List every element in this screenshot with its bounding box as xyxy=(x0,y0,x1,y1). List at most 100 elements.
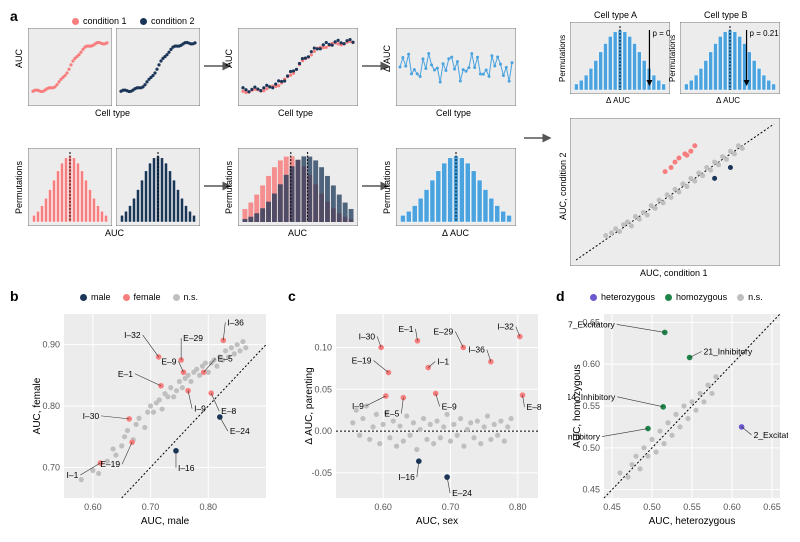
svg-text:AUC, sex: AUC, sex xyxy=(416,516,458,527)
svg-text:0.60: 0.60 xyxy=(374,502,392,512)
legend-cond2-label: condition 2 xyxy=(151,16,195,26)
svg-text:AUC, heterozygous: AUC, heterozygous xyxy=(649,516,736,527)
arrow-icon xyxy=(522,130,556,146)
svg-text:0.00: 0.00 xyxy=(314,426,332,436)
panel-a-r1-cond2 xyxy=(116,28,200,106)
svg-text:2_Excitatory: 2_Excitatory xyxy=(754,430,788,440)
panel-a-r2-cond2 xyxy=(116,148,200,226)
svg-text:I–9: I–9 xyxy=(352,401,364,411)
svg-text:0.60: 0.60 xyxy=(723,502,741,512)
panel-a-r2-merged xyxy=(238,148,358,226)
panel-a-celltypeB: p = 0.21 xyxy=(680,22,780,94)
legend-cond1: condition 1 xyxy=(72,16,127,26)
svg-text:0.90: 0.90 xyxy=(42,340,60,350)
axis-label: Permutations xyxy=(14,161,24,214)
svg-text:0.60: 0.60 xyxy=(84,502,102,512)
svg-text:-0.05: -0.05 xyxy=(311,468,332,478)
svg-text:I–1: I–1 xyxy=(67,470,79,480)
svg-text:I–36: I–36 xyxy=(227,317,244,327)
axis-label: Cell type A xyxy=(594,10,637,20)
axis-label: AUC, condition 2 xyxy=(558,152,568,220)
panel-a-r2-cond1 xyxy=(28,148,112,226)
legend-male-label: male xyxy=(91,292,111,302)
axis-label: AUC, condition 1 xyxy=(640,268,708,278)
panel-a-scatter xyxy=(570,118,780,266)
svg-text:E–9: E–9 xyxy=(161,356,176,366)
panel-b: 0.600.700.800.700.800.90I–1E–19I–30E–1I–… xyxy=(28,308,274,528)
panel-d-label: d xyxy=(556,288,565,304)
legend-b: male female n.s. xyxy=(80,292,198,302)
panel-a-r1-cond1 xyxy=(28,28,112,106)
svg-text:0.10: 0.10 xyxy=(314,342,332,352)
svg-text:0.70: 0.70 xyxy=(142,502,160,512)
legend-d: heterozygous homozygous n.s. xyxy=(590,292,763,302)
svg-text:0.50: 0.50 xyxy=(582,443,600,453)
svg-text:E–8: E–8 xyxy=(527,402,542,412)
legend-dot-cond1 xyxy=(72,18,79,25)
svg-text:E–29: E–29 xyxy=(183,333,203,343)
legend-ns-label: n.s. xyxy=(184,292,199,302)
axis-label: Δ AUC xyxy=(606,96,630,105)
axis-label: AUC xyxy=(14,49,24,68)
legend-dot-ns xyxy=(173,294,180,301)
svg-text:E–19: E–19 xyxy=(100,459,120,469)
panel-c-label: c xyxy=(288,288,296,304)
svg-text:E–19: E–19 xyxy=(352,356,372,366)
svg-text:0.60: 0.60 xyxy=(582,359,600,369)
svg-text:I–1: I–1 xyxy=(437,357,449,367)
svg-text:I–16: I–16 xyxy=(398,472,415,482)
svg-text:0.80: 0.80 xyxy=(200,502,218,512)
legend-female-label: female xyxy=(134,292,161,302)
legend-dot-homo xyxy=(665,294,672,301)
panel-a-r1-merged xyxy=(238,28,358,106)
panel-a-r1-delta xyxy=(396,28,516,106)
svg-text:I–32: I–32 xyxy=(497,322,514,332)
legend-homo-label: homozygous xyxy=(676,292,727,302)
axis-label: Permutations xyxy=(668,35,677,82)
legend-dot-female xyxy=(123,294,130,301)
svg-text:E–29: E–29 xyxy=(433,326,453,336)
axis-label: Cell type B xyxy=(704,10,748,20)
axis-label: AUC xyxy=(105,228,124,238)
svg-text:0.55: 0.55 xyxy=(582,401,600,411)
legend-dot-ns2 xyxy=(737,294,744,301)
svg-text:I–9: I–9 xyxy=(194,404,206,414)
svg-text:I–16: I–16 xyxy=(178,463,195,473)
svg-text:0.45: 0.45 xyxy=(582,485,600,495)
legend-cond1-label: condition 1 xyxy=(83,16,127,26)
axis-label: Δ AUC xyxy=(382,45,392,72)
panel-a-r2-delta xyxy=(396,148,516,226)
svg-text:17_Excitatory: 17_Excitatory xyxy=(568,319,616,329)
svg-text:I–36: I–36 xyxy=(468,345,485,355)
svg-text:AUC, homozygous: AUC, homozygous xyxy=(572,364,583,447)
svg-text:0.45: 0.45 xyxy=(603,502,621,512)
svg-text:21_Inhibitory: 21_Inhibitory xyxy=(704,346,753,356)
svg-text:E–24: E–24 xyxy=(230,426,250,436)
legend-ns-label2: n.s. xyxy=(748,292,763,302)
axis-label: AUC xyxy=(224,49,234,68)
panel-d: 0.450.500.550.600.650.450.500.550.600.65… xyxy=(568,308,788,528)
panel-b-label: b xyxy=(10,288,19,304)
svg-text:0.05: 0.05 xyxy=(314,384,332,394)
svg-text:E–5: E–5 xyxy=(384,409,399,419)
axis-label: Permutations xyxy=(382,161,392,214)
legend-dot-cond2 xyxy=(140,18,147,25)
axis-label: Δ AUC xyxy=(716,96,740,105)
axis-label: Permutations xyxy=(558,35,567,82)
svg-text:AUC, male: AUC, male xyxy=(141,516,190,527)
svg-text:p = 0.21: p = 0.21 xyxy=(750,29,780,38)
svg-text:Δ AUC, parenting: Δ AUC, parenting xyxy=(304,367,315,444)
axis-label: Cell type xyxy=(436,108,471,118)
svg-text:E–1: E–1 xyxy=(398,324,413,334)
legend-dot-male xyxy=(80,294,87,301)
svg-text:I–30: I–30 xyxy=(359,331,376,341)
svg-text:0.70: 0.70 xyxy=(442,502,460,512)
axis-label: Cell type xyxy=(278,108,313,118)
svg-text:0.80: 0.80 xyxy=(42,401,60,411)
svg-text:0.55: 0.55 xyxy=(683,502,701,512)
panel-a-label: a xyxy=(10,8,18,24)
axis-label: Δ AUC xyxy=(442,228,469,238)
legend-hetero-label: heterozygous xyxy=(601,292,655,302)
svg-text:I–32: I–32 xyxy=(124,330,141,340)
svg-text:0.65: 0.65 xyxy=(763,502,781,512)
